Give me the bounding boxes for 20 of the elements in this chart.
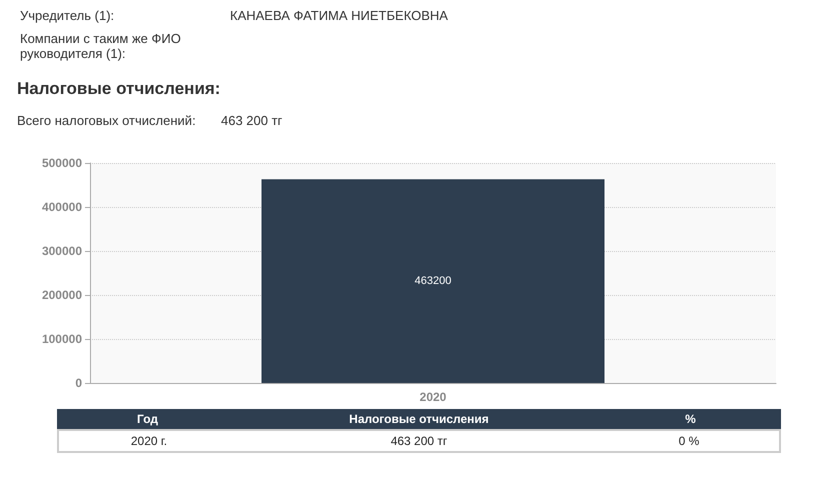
text: 463 200 тг [221,113,282,128]
text: 2020 г. [130,433,168,450]
text: Год [136,411,159,428]
y-tick-label: 300000 [42,244,82,258]
chart-title: Налоговые отчисления: [17,79,222,99]
x-tick-label: 2020 [420,390,447,404]
y-tick-label: 500000 [42,156,82,170]
text: % [684,411,697,428]
y-tick-label: 100000 [42,332,82,346]
text: Налоговые отчисления [348,411,490,428]
text: 463 200 тг [390,433,448,450]
data-label: 463200 [414,275,452,288]
text: КАНАЕВА ФАТИМА НИЕТБЕКОВНА [230,8,448,23]
y-tick-label: 0 [75,376,82,390]
text: Компании с таким же ФИО руководителя (1): [20,31,182,61]
text: 0 % [678,433,700,450]
y-tick-label: 400000 [42,200,82,214]
y-tick-label: 200000 [42,288,82,302]
text: Всего налоговых отчислений: [17,113,197,128]
text: Учредитель (1): [20,8,116,23]
